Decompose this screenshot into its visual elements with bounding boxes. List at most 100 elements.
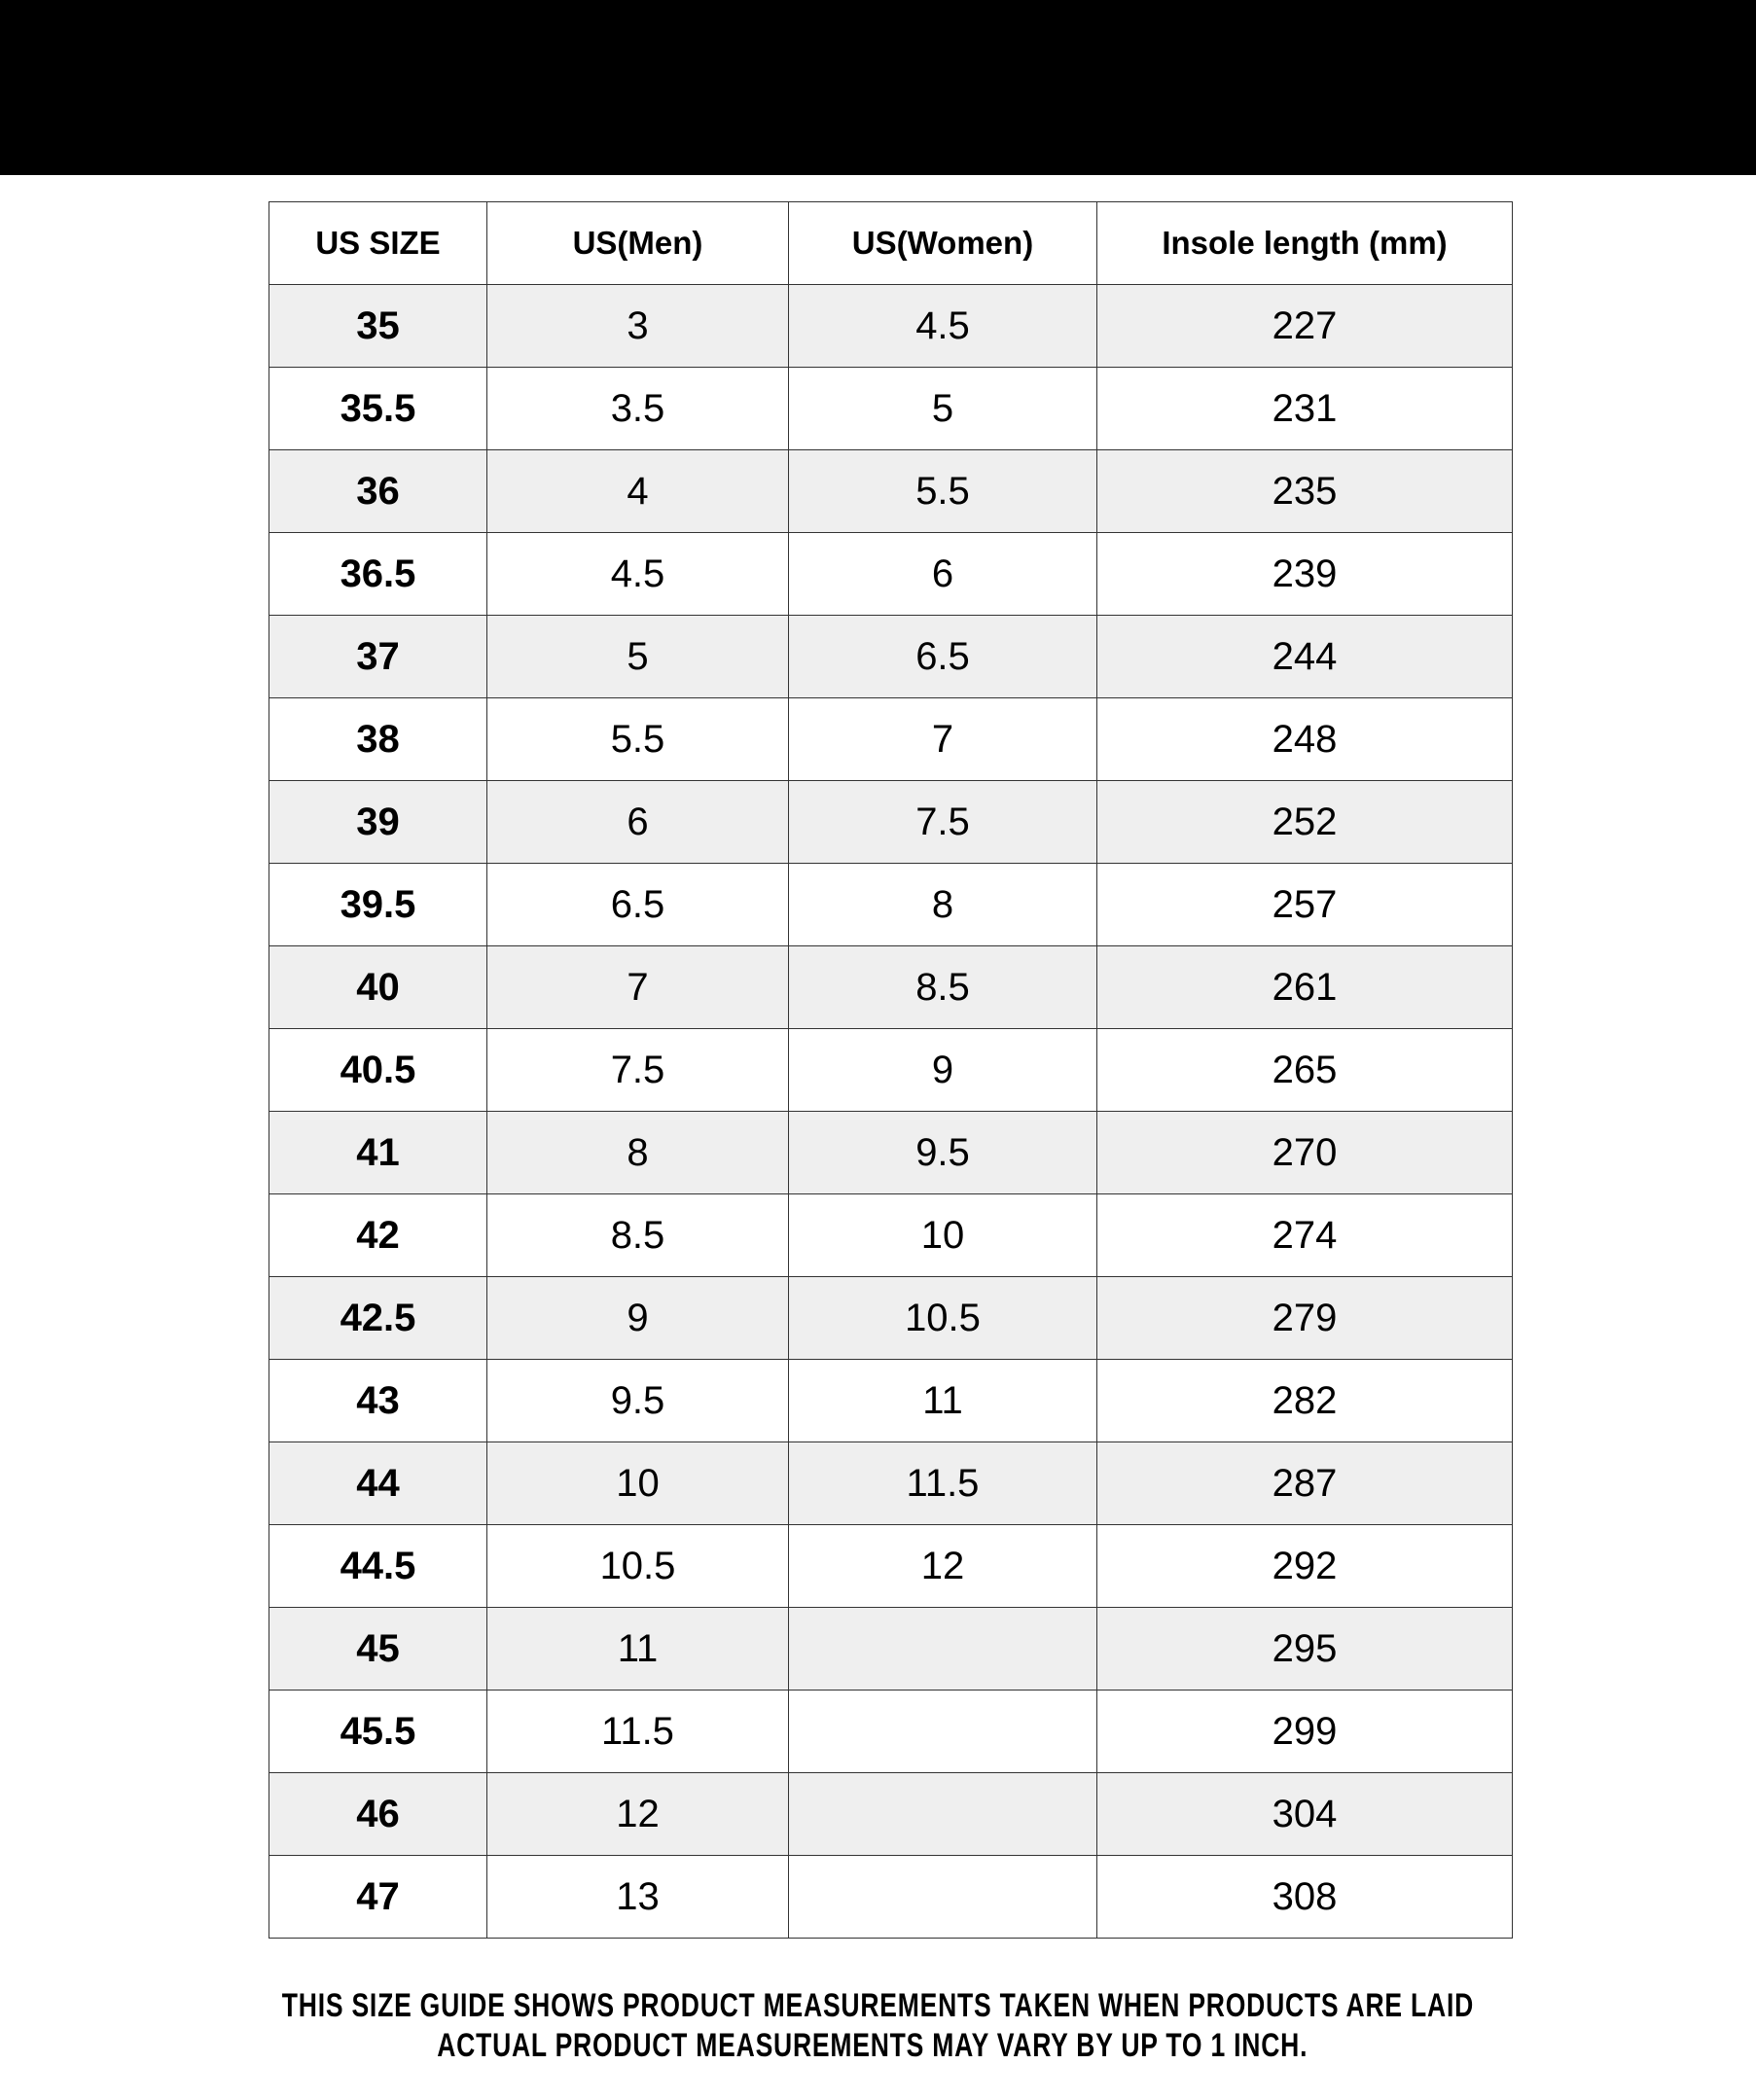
table-row: 43 9.5 11 282 bbox=[269, 1359, 1513, 1442]
table-cell: 9 bbox=[788, 1028, 1097, 1112]
table-cell: 40 bbox=[269, 945, 487, 1029]
table-cell: 39.5 bbox=[269, 863, 487, 946]
table-cell: 4.5 bbox=[788, 284, 1097, 368]
table-cell: 35 bbox=[269, 284, 487, 368]
table-cell: 11 bbox=[486, 1607, 789, 1691]
table-cell: 287 bbox=[1096, 1442, 1513, 1525]
table-row: 46 12 304 bbox=[269, 1772, 1513, 1856]
size-chart-table: US SIZE US(Men) US(Women) Insole length (mm… bbox=[269, 201, 1513, 1939]
column-header: Insole length (mm) bbox=[1096, 201, 1513, 285]
table-cell: 10.5 bbox=[788, 1276, 1097, 1360]
table-cell: 10 bbox=[486, 1442, 789, 1525]
table-cell: 10 bbox=[788, 1193, 1097, 1277]
table-cell: 282 bbox=[1096, 1359, 1513, 1442]
table-cell: 4 bbox=[486, 449, 789, 533]
table-cell: 43 bbox=[269, 1359, 487, 1442]
table-cell: 5 bbox=[486, 615, 789, 698]
table-row: 45.5 11.5 299 bbox=[269, 1690, 1513, 1773]
table-cell: 44.5 bbox=[269, 1524, 487, 1608]
table-cell: 9 bbox=[486, 1276, 789, 1360]
table-cell: 8.5 bbox=[486, 1193, 789, 1277]
table-cell: 12 bbox=[788, 1524, 1097, 1608]
table-cell: 40.5 bbox=[269, 1028, 487, 1112]
footer-text-2: ACTUAL PRODUCT MEASUREMENTS MAY VARY BY … bbox=[436, 2027, 1308, 2064]
table-cell bbox=[788, 1607, 1097, 1691]
table-row: 42 8.5 10 274 bbox=[269, 1193, 1513, 1277]
table-cell: 279 bbox=[1096, 1276, 1513, 1360]
table-row: 45 11 295 bbox=[269, 1607, 1513, 1691]
table-cell: 6.5 bbox=[788, 615, 1097, 698]
table-cell: 11.5 bbox=[788, 1442, 1097, 1525]
table-cell: 45 bbox=[269, 1607, 487, 1691]
table-cell: 4.5 bbox=[486, 532, 789, 616]
table-cell: 7.5 bbox=[486, 1028, 789, 1112]
table-cell: 8 bbox=[788, 863, 1097, 946]
table-cell: 9.5 bbox=[788, 1111, 1097, 1194]
table-cell: 299 bbox=[1096, 1690, 1513, 1773]
column-header: US(Men) bbox=[486, 201, 789, 285]
table-row: 42.5 9 10.5 279 bbox=[269, 1276, 1513, 1360]
table-cell: 5.5 bbox=[788, 449, 1097, 533]
table-cell: 5.5 bbox=[486, 697, 789, 781]
table-cell: 274 bbox=[1096, 1193, 1513, 1277]
table-cell: 3.5 bbox=[486, 367, 789, 450]
table-cell: 46 bbox=[269, 1772, 487, 1856]
footer-text-1: THIS SIZE GUIDE SHOWS PRODUCT MEASUREMEN… bbox=[281, 1987, 1475, 2024]
table-row: 36 4 5.5 235 bbox=[269, 449, 1513, 533]
table-cell: 47 bbox=[269, 1855, 487, 1939]
column-header: US(Women) bbox=[788, 201, 1097, 285]
table-cell: 295 bbox=[1096, 1607, 1513, 1691]
table-row: 39.5 6.5 8 257 bbox=[269, 863, 1513, 946]
table-row: 36.5 4.5 6 239 bbox=[269, 532, 1513, 616]
footer-note-line-2: ACTUAL PRODUCT MEASUREMENTS MAY VARY BY … bbox=[0, 2027, 1756, 2065]
table-row: 44 10 11.5 287 bbox=[269, 1442, 1513, 1525]
table-cell: 270 bbox=[1096, 1111, 1513, 1194]
table-cell: 6.5 bbox=[486, 863, 789, 946]
table-cell: 10.5 bbox=[486, 1524, 789, 1608]
table-cell: 44 bbox=[269, 1442, 487, 1525]
table-cell: 38 bbox=[269, 697, 487, 781]
table-cell bbox=[788, 1772, 1097, 1856]
table-cell bbox=[788, 1690, 1097, 1773]
header-row: US SIZE US(Men) US(Women) Insole length (mm… bbox=[269, 201, 1513, 285]
table-cell: 235 bbox=[1096, 449, 1513, 533]
column-header: US SIZE bbox=[269, 201, 487, 285]
table-cell: 292 bbox=[1096, 1524, 1513, 1608]
table-cell: 248 bbox=[1096, 697, 1513, 781]
table-cell: 8 bbox=[486, 1111, 789, 1194]
table-cell: 308 bbox=[1096, 1855, 1513, 1939]
table-cell: 231 bbox=[1096, 367, 1513, 450]
table-cell: 45.5 bbox=[269, 1690, 487, 1773]
table-row: 44.5 10.5 12 292 bbox=[269, 1524, 1513, 1608]
table-cell: 7 bbox=[486, 945, 789, 1029]
table-cell: 39 bbox=[269, 780, 487, 864]
table-cell: 5 bbox=[788, 367, 1097, 450]
table-cell: 6 bbox=[486, 780, 789, 864]
table-cell: 265 bbox=[1096, 1028, 1513, 1112]
table-row: 40 7 8.5 261 bbox=[269, 945, 1513, 1029]
table-row: 39 6 7.5 252 bbox=[269, 780, 1513, 864]
table-cell: 13 bbox=[486, 1855, 789, 1939]
table-cell: 42 bbox=[269, 1193, 487, 1277]
table-row: 35 3 4.5 227 bbox=[269, 284, 1513, 368]
table-cell: 36 bbox=[269, 449, 487, 533]
table-cell: 6 bbox=[788, 532, 1097, 616]
table-row: 37 5 6.5 244 bbox=[269, 615, 1513, 698]
table-cell: 244 bbox=[1096, 615, 1513, 698]
table-cell bbox=[788, 1855, 1097, 1939]
table-row: 35.5 3.5 5 231 bbox=[269, 367, 1513, 450]
table-row: 38 5.5 7 248 bbox=[269, 697, 1513, 781]
table-cell: 12 bbox=[486, 1772, 789, 1856]
table-cell: 42.5 bbox=[269, 1276, 487, 1360]
table-cell: 11.5 bbox=[486, 1690, 789, 1773]
table-cell: 36.5 bbox=[269, 532, 487, 616]
table-row: 40.5 7.5 9 265 bbox=[269, 1028, 1513, 1112]
table-cell: 37 bbox=[269, 615, 487, 698]
table-cell: 304 bbox=[1096, 1772, 1513, 1856]
table-row: 47 13 308 bbox=[269, 1855, 1513, 1939]
top-black-bar bbox=[0, 0, 1756, 175]
footer-note-line-1: THIS SIZE GUIDE SHOWS PRODUCT MEASUREMEN… bbox=[0, 1987, 1756, 2025]
table-cell: 9.5 bbox=[486, 1359, 789, 1442]
table-cell: 257 bbox=[1096, 863, 1513, 946]
table-row: 41 8 9.5 270 bbox=[269, 1111, 1513, 1194]
